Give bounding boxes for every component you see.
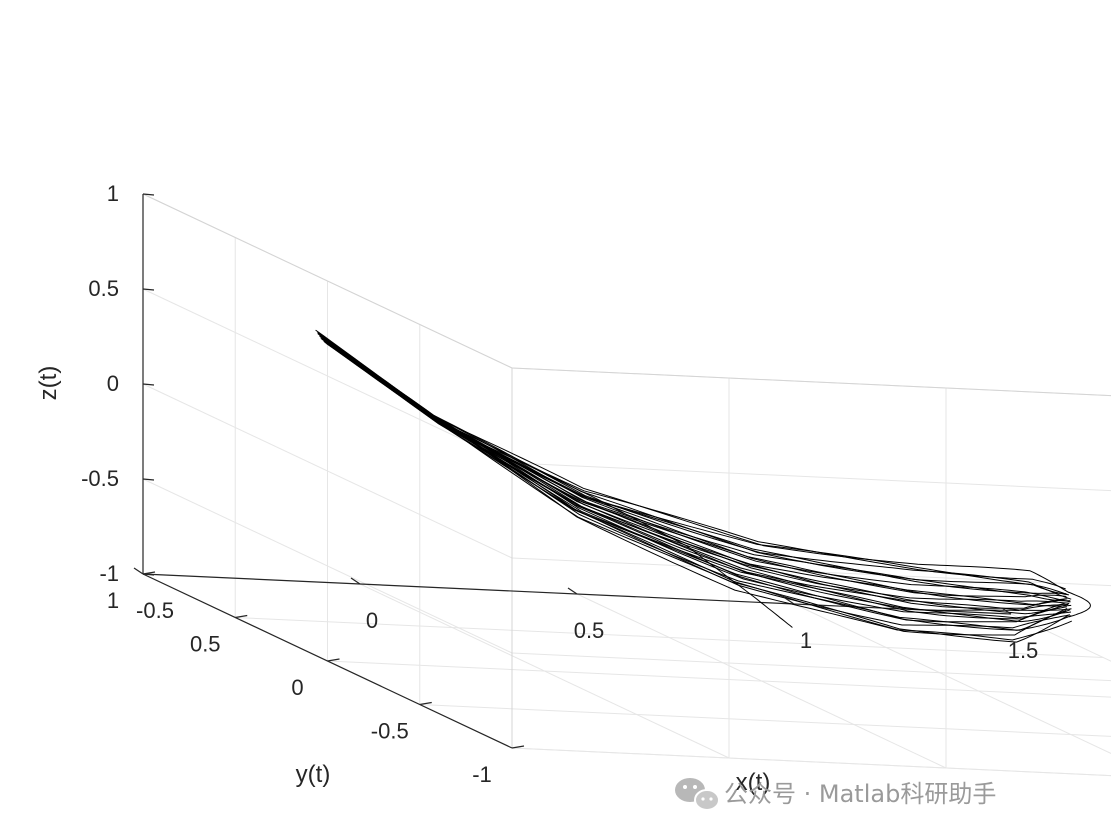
x-tick [567, 587, 578, 595]
y-tick-label: -0.5 [371, 719, 409, 744]
watermark-text: 公众号 · Matlab科研助手 [724, 780, 996, 808]
trajectory-strand [322, 338, 1072, 611]
x-axis-label: x(t) [736, 769, 771, 796]
trajectory-strand [324, 341, 1072, 619]
z-tick-label: 0 [107, 371, 119, 396]
grid-line [142, 478, 513, 654]
y-tick [235, 614, 248, 619]
y-tick-label: -1 [472, 762, 492, 787]
grid-line [1010, 613, 1111, 662]
wechat-icon [675, 778, 720, 811]
trajectory-strand [319, 335, 1072, 600]
trajectory-strand [321, 337, 1067, 609]
trajectory-strand [321, 338, 1067, 598]
z-tick-label: 1 [107, 181, 119, 206]
trajectory-strand [321, 335, 1069, 643]
grid-line [419, 704, 1111, 737]
watermark: 公众号 · Matlab科研助手 [675, 778, 996, 811]
y-axis-label: y(t) [296, 761, 331, 788]
y-tick-label: 0 [291, 675, 303, 700]
y-tick-label: 0.5 [190, 632, 221, 657]
grid-line [793, 603, 1111, 755]
box-edge [142, 193, 513, 369]
x-tick-label: -0.5 [136, 598, 174, 623]
trajectory-tip-loop [1068, 591, 1091, 618]
z-tick [142, 288, 155, 291]
trajectory-series [315, 329, 1091, 643]
z-tick [142, 383, 155, 386]
y-tick [511, 745, 525, 749]
trajectory-strand [321, 338, 1071, 603]
trajectory-strand [317, 333, 1066, 590]
grid-line [235, 617, 1104, 658]
grid-line [142, 383, 513, 559]
y-tick [327, 658, 340, 662]
trajectory-strand [325, 341, 1067, 623]
trajectory-strand [317, 332, 1068, 606]
grid-line [511, 747, 1111, 777]
x-tick [133, 567, 144, 575]
x-tick [1001, 607, 1012, 615]
grid-line [511, 367, 1111, 397]
grid-line [511, 462, 1111, 492]
x-tick-label: 0.5 [574, 618, 605, 643]
axes-box [142, 193, 1111, 749]
z-tick-label: -0.5 [81, 466, 119, 491]
x-tick [784, 597, 795, 605]
x-tick-label: 0 [366, 608, 378, 633]
x-tick-label: 1.5 [1008, 638, 1039, 663]
trajectory-strand [315, 329, 1069, 596]
grid-line [142, 288, 513, 464]
trajectory-strand [320, 337, 1069, 593]
grid-lines [142, 193, 1111, 777]
y-tick [419, 701, 432, 706]
z-tick [142, 193, 155, 196]
box-edge [511, 367, 1111, 397]
x-tick-label: 1 [800, 628, 812, 653]
trajectory-strand [317, 331, 1071, 602]
y-tick-label: 1 [107, 588, 119, 613]
grid-line [511, 652, 1111, 682]
z-tick [142, 478, 155, 481]
trajectory-strand [324, 340, 1067, 636]
x-tick [350, 577, 361, 585]
z-tick-label: -1 [99, 561, 119, 586]
z-tick [142, 573, 155, 576]
trajectory-strand [324, 341, 1069, 612]
grid-line [327, 660, 1111, 698]
z-tick-label: 0.5 [88, 276, 119, 301]
tick-marks: -0.5 0 0.5 1 1.5-1-0.500.51-1-0.500.51 [81, 181, 1038, 787]
trajectory-strand [321, 336, 1067, 620]
z-axis-label: z(t) [35, 366, 62, 401]
grid-line [511, 557, 1111, 587]
